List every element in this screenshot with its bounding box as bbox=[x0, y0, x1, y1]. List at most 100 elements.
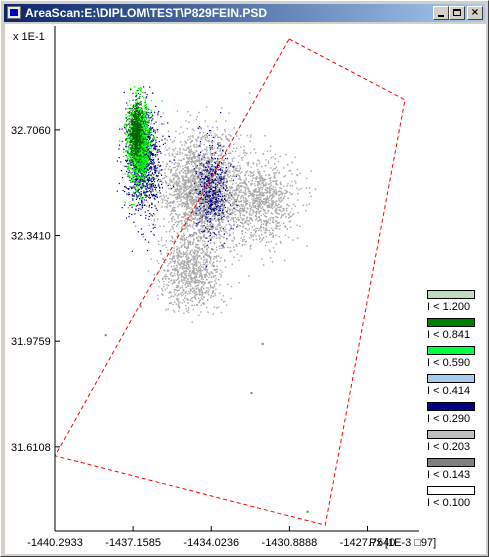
app-window-icon[interactable] bbox=[7, 6, 21, 19]
data-point bbox=[137, 170, 139, 172]
data-point bbox=[198, 289, 200, 291]
data-point bbox=[153, 220, 155, 222]
data-point bbox=[193, 154, 195, 156]
data-point bbox=[223, 214, 226, 216]
data-point bbox=[147, 163, 149, 165]
data-point bbox=[202, 230, 205, 232]
data-point bbox=[165, 195, 168, 197]
data-point bbox=[198, 200, 201, 202]
data-point bbox=[222, 246, 224, 248]
data-point bbox=[157, 131, 159, 133]
data-point bbox=[271, 217, 273, 219]
data-point bbox=[199, 153, 202, 156]
data-point bbox=[198, 229, 200, 231]
data-point bbox=[226, 169, 229, 171]
data-point bbox=[164, 244, 166, 246]
data-point bbox=[226, 139, 229, 141]
data-point bbox=[195, 291, 197, 293]
data-point bbox=[206, 223, 208, 225]
data-point bbox=[153, 143, 155, 146]
data-point bbox=[196, 281, 198, 284]
data-point bbox=[219, 224, 221, 226]
data-point bbox=[204, 215, 206, 218]
data-point bbox=[227, 170, 230, 172]
close-button[interactable]: × bbox=[467, 6, 483, 20]
title-bar[interactable]: AreaScan:E:\DIPLOM\TEST\P829FEIN.PSD × bbox=[4, 4, 485, 22]
data-point bbox=[186, 310, 188, 312]
data-point bbox=[162, 199, 164, 201]
data-point bbox=[256, 197, 258, 199]
data-point bbox=[239, 216, 242, 219]
data-point bbox=[197, 261, 200, 263]
data-point bbox=[263, 203, 265, 206]
maximize-button[interactable] bbox=[449, 6, 465, 20]
data-point bbox=[196, 139, 198, 142]
data-point bbox=[202, 302, 204, 304]
minimize-button[interactable] bbox=[433, 6, 449, 20]
data-point bbox=[171, 194, 173, 196]
data-point bbox=[185, 196, 188, 198]
data-point bbox=[281, 199, 283, 201]
plot-area[interactable]: 32.7060 32.3410 31.9759 31.6108 -1440.2933-… bbox=[5, 24, 486, 554]
data-point bbox=[140, 214, 142, 216]
data-point bbox=[168, 291, 170, 294]
data-point bbox=[268, 199, 270, 202]
data-point bbox=[169, 165, 171, 168]
data-point bbox=[187, 261, 189, 263]
data-point bbox=[259, 194, 262, 196]
data-point bbox=[274, 189, 276, 191]
data-point bbox=[127, 188, 129, 190]
data-point bbox=[228, 146, 231, 148]
data-point bbox=[186, 220, 188, 222]
data-point bbox=[232, 211, 234, 213]
data-point bbox=[206, 165, 208, 167]
data-point bbox=[252, 177, 254, 179]
data-point bbox=[220, 138, 222, 140]
data-point bbox=[249, 208, 252, 210]
data-point bbox=[126, 166, 128, 168]
data-point bbox=[170, 279, 173, 281]
data-point bbox=[148, 132, 150, 135]
data-point bbox=[233, 198, 235, 201]
data-point bbox=[176, 284, 178, 287]
data-point bbox=[224, 130, 226, 133]
data-point bbox=[259, 192, 261, 194]
data-point bbox=[213, 198, 215, 200]
data-point bbox=[258, 190, 261, 193]
data-point bbox=[162, 278, 164, 281]
data-point bbox=[286, 204, 289, 206]
data-point bbox=[155, 139, 157, 141]
data-point bbox=[150, 162, 152, 164]
data-point bbox=[152, 178, 155, 181]
data-point bbox=[192, 221, 195, 224]
data-point bbox=[221, 220, 223, 223]
data-point bbox=[238, 191, 240, 194]
data-point bbox=[211, 236, 214, 238]
data-point bbox=[150, 154, 152, 156]
data-point bbox=[247, 174, 250, 176]
data-point bbox=[172, 252, 175, 254]
data-point bbox=[230, 192, 232, 194]
data-point bbox=[265, 224, 267, 226]
data-point bbox=[171, 161, 173, 164]
data-point bbox=[207, 255, 209, 257]
data-point bbox=[241, 222, 243, 224]
data-point bbox=[154, 147, 156, 149]
data-point bbox=[265, 229, 268, 231]
data-point bbox=[269, 195, 272, 197]
data-point bbox=[262, 213, 265, 215]
data-point bbox=[143, 191, 145, 193]
data-point bbox=[236, 188, 239, 191]
data-point bbox=[206, 200, 208, 202]
data-point bbox=[133, 173, 135, 175]
data-point bbox=[203, 193, 205, 195]
data-point bbox=[147, 201, 149, 203]
data-point bbox=[243, 214, 246, 217]
data-point bbox=[187, 309, 190, 311]
data-point bbox=[135, 191, 137, 193]
data-point bbox=[208, 164, 210, 166]
data-point bbox=[189, 290, 192, 292]
data-point bbox=[279, 181, 282, 183]
data-point bbox=[249, 190, 251, 193]
